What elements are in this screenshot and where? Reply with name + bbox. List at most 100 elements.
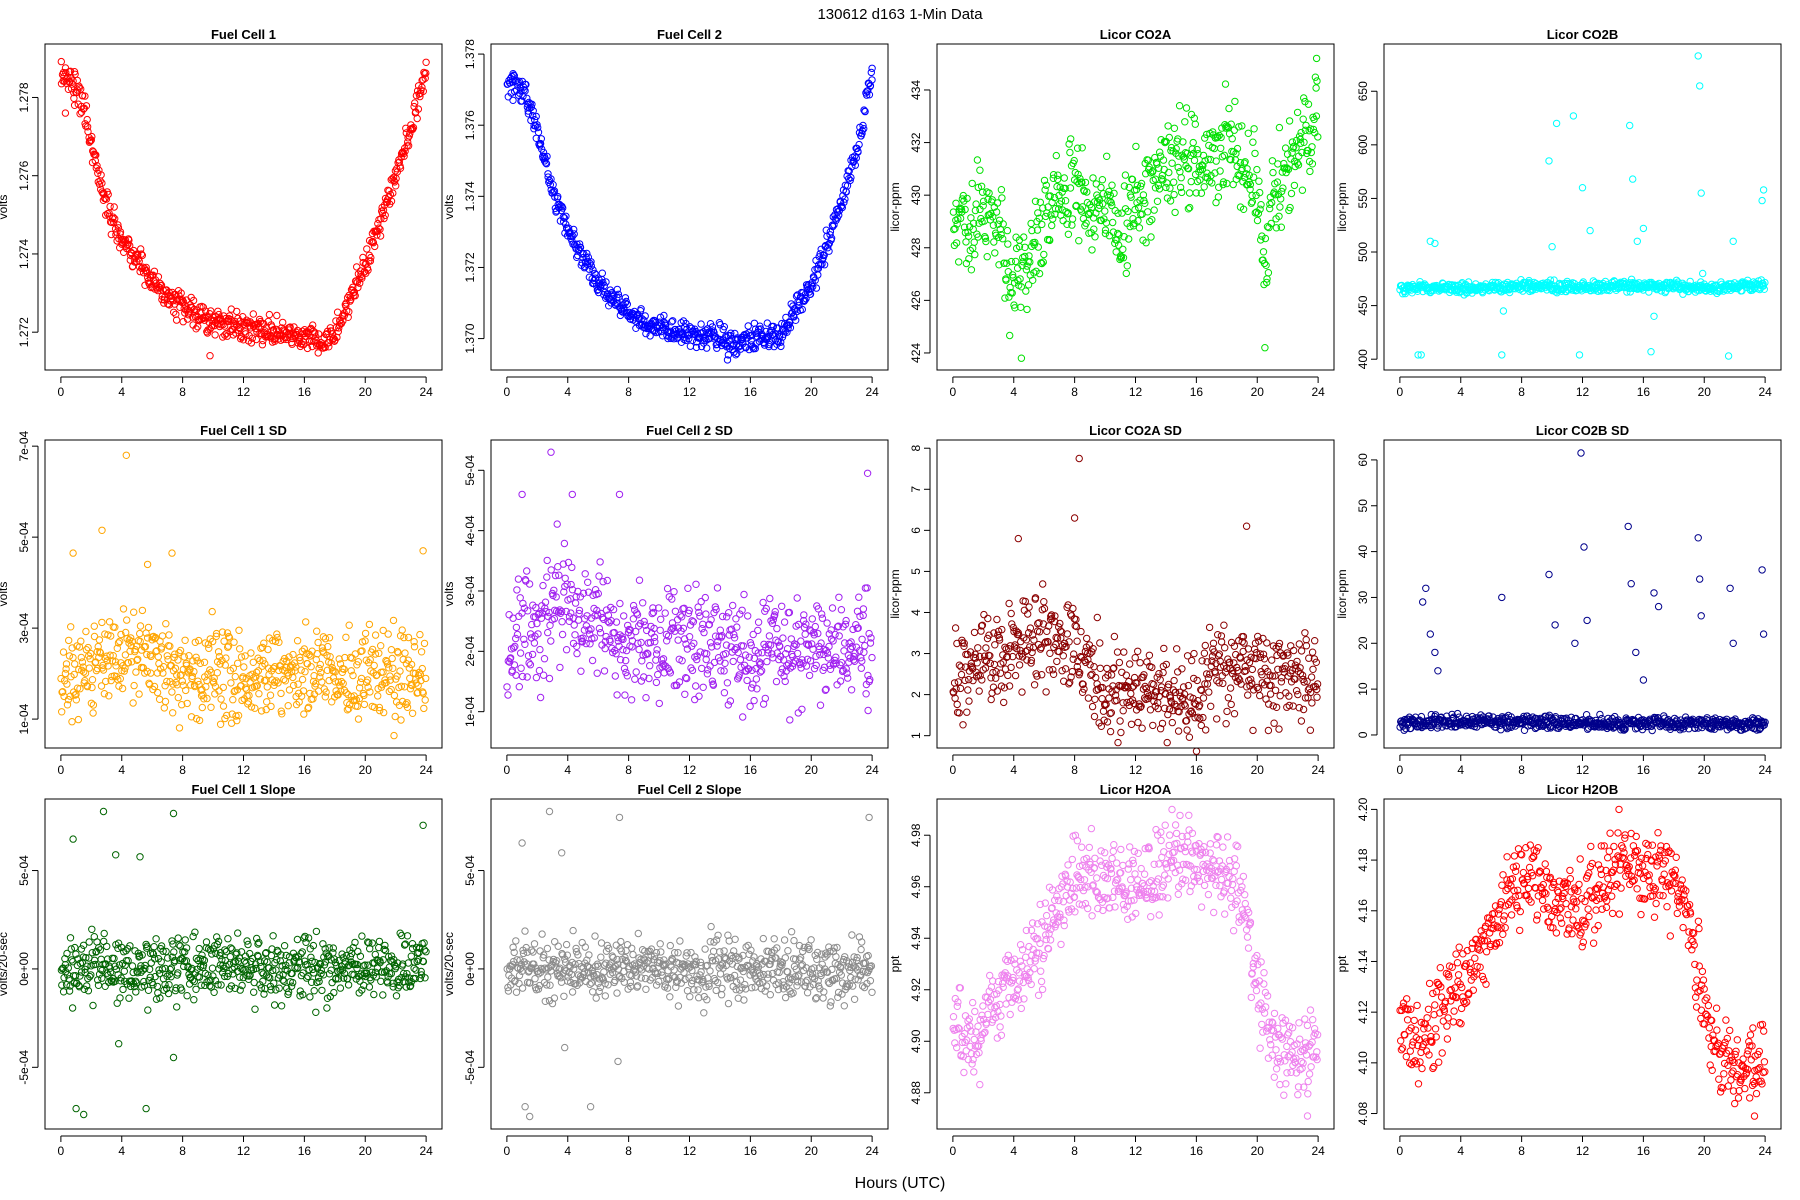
data-point: [660, 311, 668, 320]
data-point: [214, 307, 222, 315]
data-point: [342, 302, 350, 310]
data-points: [949, 54, 1322, 362]
x-tick-label: 12: [683, 385, 697, 399]
data-point: [381, 194, 390, 203]
x-tick-label: 16: [298, 385, 312, 399]
data-point: [1065, 140, 1073, 148]
x-tick-label: 4: [118, 385, 125, 399]
panel-title: Fuel Cell 2 SD: [646, 423, 733, 438]
data-point: [982, 237, 990, 246]
data-point: [111, 215, 119, 223]
data-point: [621, 299, 629, 307]
x-tick-label: 12: [1129, 763, 1143, 777]
data-point: [979, 197, 988, 206]
data-point: [583, 249, 591, 258]
data-point: [587, 258, 595, 266]
data-point: [172, 310, 180, 318]
data-point: [81, 92, 89, 100]
data-point: [353, 263, 361, 271]
data-point: [532, 112, 540, 121]
data-point: [1046, 192, 1054, 200]
data-point: [225, 312, 234, 320]
data-point: [150, 267, 159, 275]
data-point: [726, 331, 735, 340]
data-point: [953, 220, 961, 228]
data-point: [613, 285, 621, 294]
data-point: [858, 126, 866, 135]
data-point: [997, 231, 1005, 239]
data-point: [570, 225, 578, 234]
x-tick-label: 12: [237, 763, 251, 777]
data-point: [727, 329, 735, 337]
data-point: [66, 78, 74, 86]
data-point: [211, 331, 219, 339]
data-point: [1034, 243, 1043, 251]
data-point: [1028, 226, 1036, 235]
y-tick-label: 432: [909, 132, 923, 152]
data-point: [992, 208, 1001, 216]
data-point: [1002, 276, 1010, 284]
y-tick-label: 4e-04: [463, 515, 477, 546]
x-tick-label: 12: [1576, 763, 1590, 777]
data-point: [367, 253, 375, 262]
y-tick-label: 2e-04: [463, 636, 477, 667]
y-axis-label: volts: [442, 195, 456, 220]
y-tick-label: 4: [909, 609, 923, 616]
data-point: [802, 295, 810, 303]
data-point: [958, 195, 967, 203]
data-point: [253, 328, 261, 336]
data-point: [999, 220, 1007, 228]
data-point: [777, 338, 785, 346]
data-point: [64, 85, 73, 94]
data-point: [137, 250, 146, 258]
data-point: [1014, 276, 1022, 285]
x-tick-label: 20: [1698, 763, 1712, 777]
data-point: [385, 187, 393, 195]
data-point: [576, 243, 585, 252]
data-point: [990, 238, 998, 246]
data-point: [531, 122, 540, 130]
x-tick-label: 24: [1758, 385, 1772, 399]
data-point: [95, 166, 103, 175]
data-point: [82, 102, 91, 110]
data-point: [265, 310, 274, 319]
data-point: [1055, 205, 1063, 213]
x-tick-label: 20: [805, 763, 819, 777]
y-tick-label: 550: [1356, 188, 1370, 208]
data-point: [820, 261, 829, 269]
data-point: [591, 269, 599, 278]
data-point: [1017, 303, 1025, 311]
y-tick-label: 1.374: [463, 181, 477, 211]
data-point: [1038, 259, 1046, 268]
data-point: [1015, 242, 1024, 251]
data-point: [203, 329, 212, 337]
data-point: [614, 290, 623, 298]
data-point: [371, 242, 379, 251]
data-point: [247, 339, 256, 347]
x-tick-label: 0: [58, 385, 65, 399]
data-point: [69, 77, 77, 85]
y-tick-label: 3e-04: [463, 575, 477, 606]
data-point: [116, 228, 125, 236]
data-point: [720, 323, 728, 331]
data-point: [868, 64, 876, 73]
data-point: [413, 114, 421, 123]
y-tick-label: 7e-04: [17, 430, 31, 461]
y-tick-label: 40: [1356, 545, 1370, 559]
x-tick-label: 4: [1010, 385, 1017, 399]
data-point: [776, 332, 784, 341]
y-tick-label: 424: [909, 343, 923, 363]
data-point: [340, 309, 348, 317]
data-point: [957, 205, 966, 213]
x-tick-label: 16: [744, 763, 758, 777]
data-point: [189, 296, 198, 305]
data-point: [314, 330, 323, 338]
data-point: [955, 258, 963, 266]
y-tick-label: 3: [909, 650, 923, 657]
data-point: [1007, 257, 1015, 266]
data-point: [172, 316, 181, 324]
data-point: [557, 202, 565, 210]
data-point: [1064, 230, 1073, 239]
data-point: [825, 247, 833, 255]
